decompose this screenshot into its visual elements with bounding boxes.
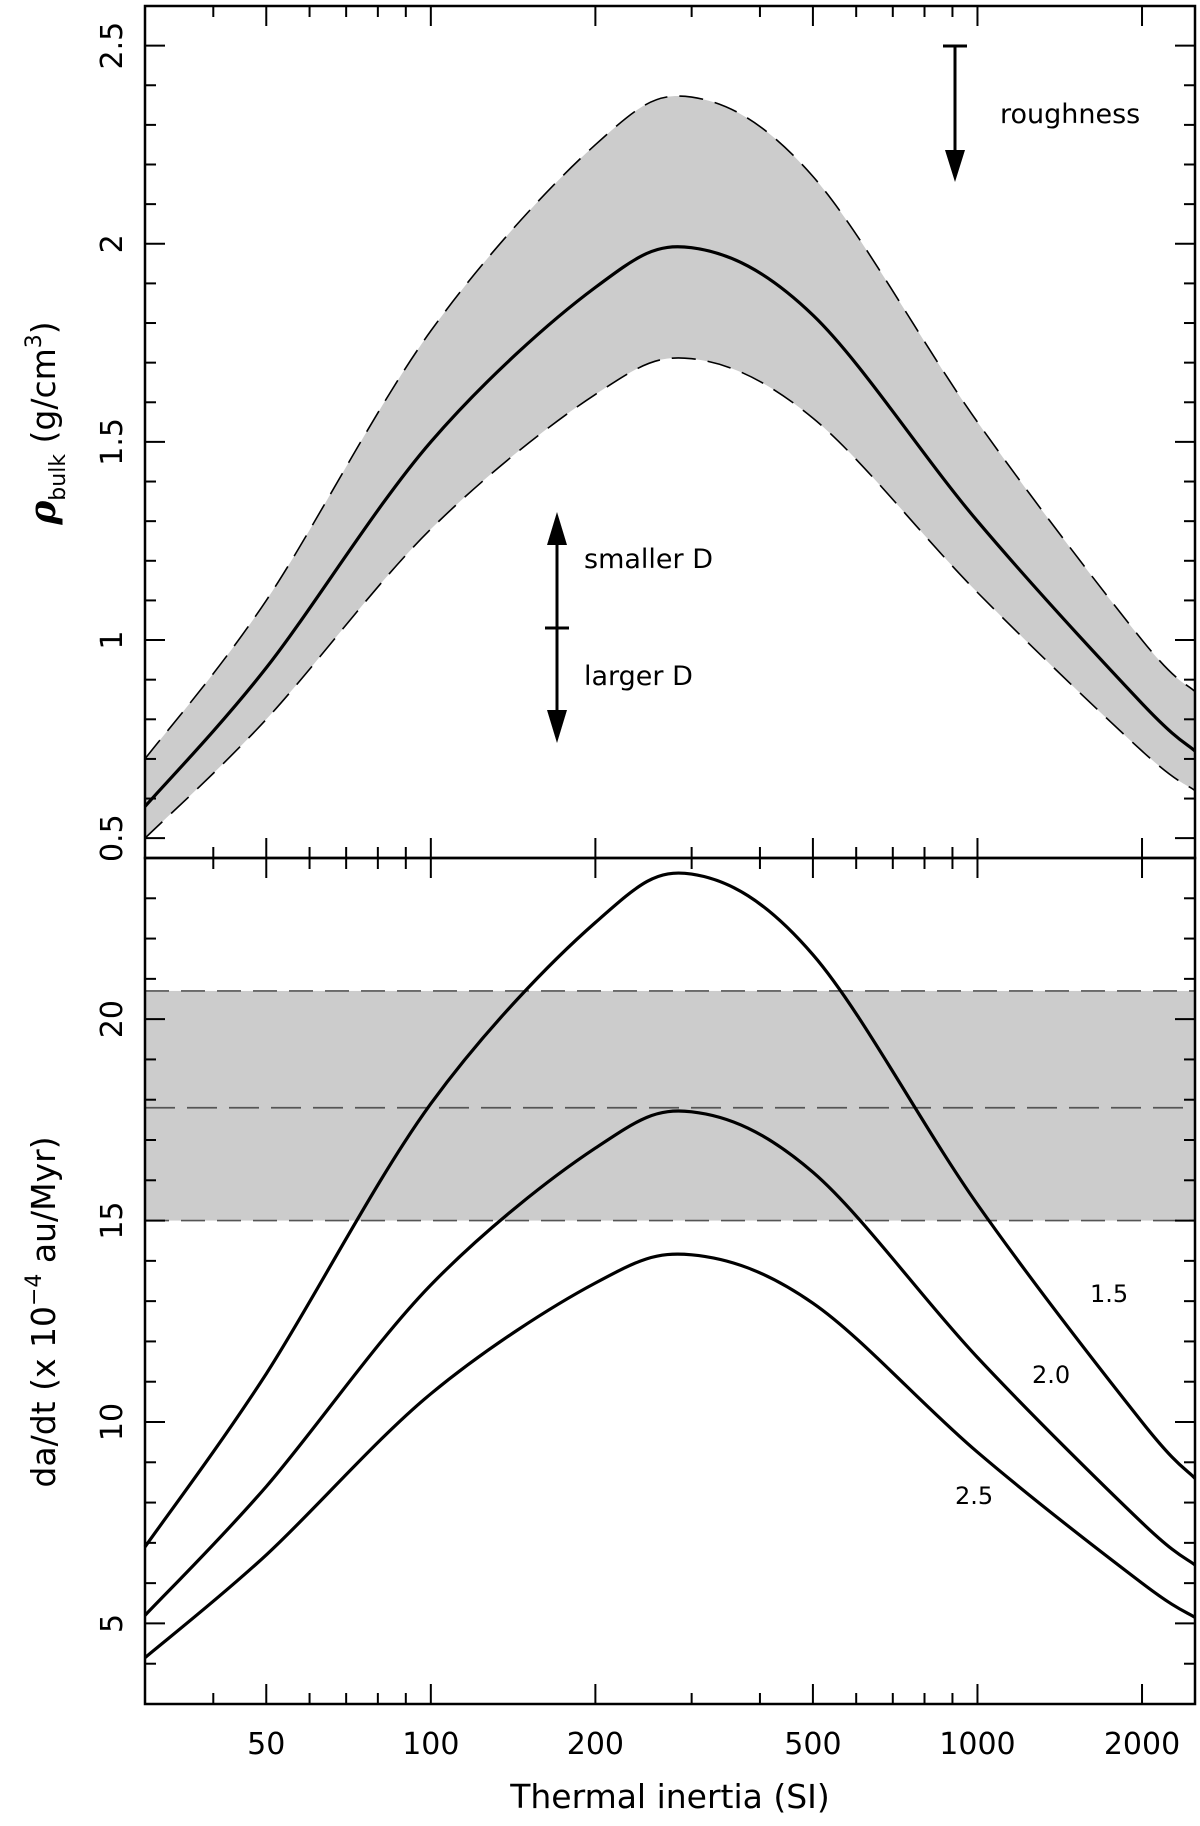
density-y-tick-label: 2 [95,234,130,253]
x-tick-labels: 50 100 200 500 1000 2000 [247,1727,1180,1762]
drift-plot-frame [143,856,1197,1706]
drift-curve-2.5 [143,1252,1196,1659]
x-tick-label: 2000 [1104,1727,1180,1762]
x-tick-label: 50 [247,1727,285,1762]
larger-d-label: larger D [584,661,693,692]
drift-curve-1.5 [143,871,1197,1548]
density-upper-bound-line [144,95,1196,760]
drift-axis-ticks [144,857,1195,1705]
curve-label-1.5: 1.5 [1090,1280,1128,1308]
density-y-tick-label: 1 [95,630,130,649]
density-y-tick-labels: 0.5 1 1.5 2 2.5 [95,22,130,862]
density-y-tick-label: 2.5 [95,22,130,70]
roughness-label: roughness [1000,99,1140,130]
density-y-tick-label: 1.5 [95,418,130,466]
drift-y-tick-label: 15 [95,1201,130,1239]
x-tick-label: 1000 [939,1727,1015,1762]
roughness-arrow [943,44,967,182]
density-y-axis-title: ρbulk (g/cm3) [22,321,71,525]
x-tick-label: 100 [402,1727,459,1762]
x-tick-label: 500 [784,1727,841,1762]
curve-label-2.5: 2.5 [955,1482,993,1510]
x-axis-title: Thermal inertia (SI) [509,1777,830,1816]
drift-curve-2.0 [143,1109,1196,1617]
density-y-tick-label: 0.5 [95,814,130,862]
density-axis-ticks [144,6,1195,858]
diameter-arrow [545,512,569,743]
density-lower-bound-line [144,357,1196,839]
measured-drift-band [145,990,1195,1221]
drift-y-axis-title: da/dt (x 10−4 au/Myr) [22,1136,63,1487]
x-tick-label: 200 [567,1727,624,1762]
drift-y-tick-labels: 5 10 15 20 [95,1000,130,1633]
density-nominal-line [143,245,1197,808]
smaller-d-label: smaller D [584,544,713,575]
drift-y-tick-label: 10 [95,1403,130,1441]
curve-label-2.0: 2.0 [1032,1361,1070,1389]
drift-y-tick-label: 20 [95,1000,130,1038]
density-panel: 0.5 1 1.5 2 2.5 roughness smaller D larger D… [22,4,1197,862]
drift-y-tick-label: 5 [95,1614,130,1633]
density-uncertainty-band [145,96,1195,839]
